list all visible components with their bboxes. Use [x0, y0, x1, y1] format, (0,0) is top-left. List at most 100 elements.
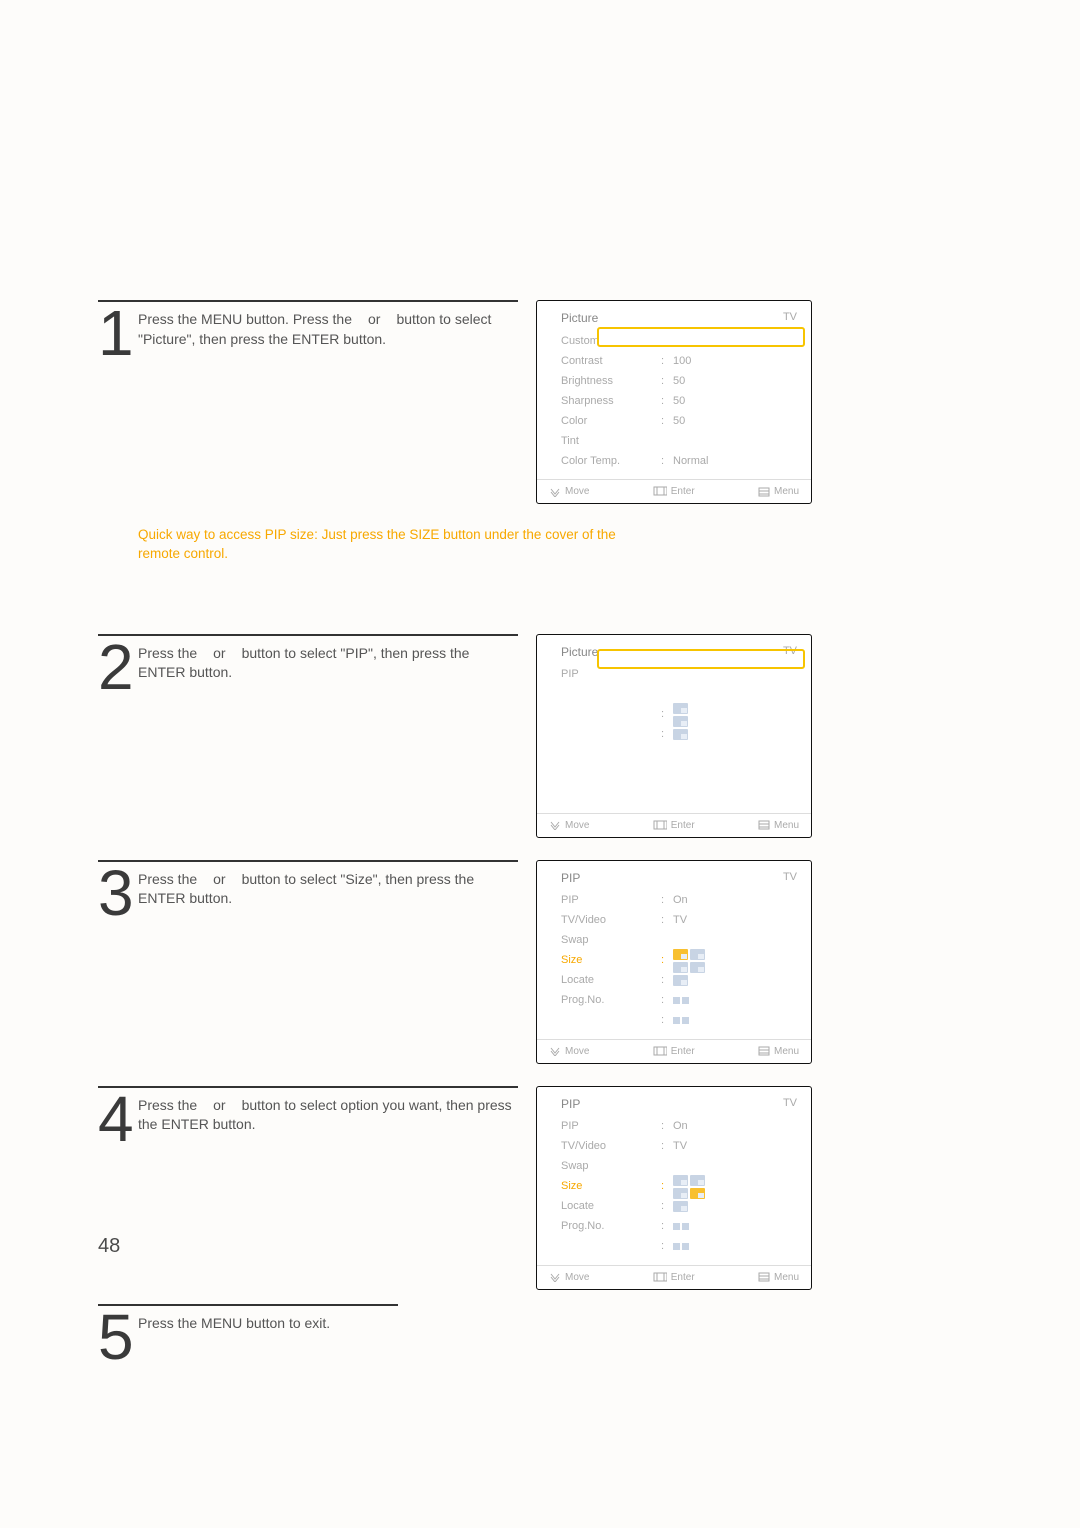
osd-menu-item: TV/Video:TV	[561, 1137, 797, 1157]
osd-menu-item: Prog.No.:	[561, 991, 797, 1011]
highlight-box	[597, 649, 805, 669]
pip-size-icon	[690, 1188, 705, 1199]
highlight-box	[597, 327, 805, 347]
osd-item-label: Prog.No.	[561, 990, 661, 1011]
menu-icon	[758, 1046, 770, 1056]
footer-menu: Menu	[758, 1046, 799, 1057]
osd-item-label: Prog.No.	[561, 1216, 661, 1237]
osd-title-left: PIP	[561, 871, 580, 885]
osd-item-colon: :	[661, 970, 673, 991]
osd-item-label: Brightness	[561, 371, 661, 392]
osd-item-value: Normal	[673, 451, 797, 472]
step-text: Press theorbutton to select "PIP", then …	[138, 642, 518, 693]
osd-menu-item: :	[561, 705, 797, 725]
enter-icon	[653, 820, 667, 831]
osd-menu-list: PIP::	[561, 665, 797, 805]
osd-menu-item: PIP:On	[561, 891, 797, 911]
osd-box: PictureTVCustomContrast:100Brightness:50…	[536, 300, 812, 504]
osd-menu-item: Color:50	[561, 411, 797, 431]
osd-item-label: PIP	[561, 1116, 661, 1137]
osd-item-value: TV	[673, 910, 797, 931]
step-text: Press theorbutton to select "Size", then…	[138, 868, 518, 919]
step-row-3: 3 Press theorbutton to select "Size", th…	[98, 860, 984, 1064]
osd-item-value	[673, 997, 797, 1004]
osd-footer: MoveEnterMenu	[537, 1265, 811, 1289]
rule	[98, 1086, 518, 1088]
osd-title-left: Picture	[561, 311, 598, 325]
footer-enter: Enter	[653, 486, 695, 497]
osd-item-label: Size	[561, 1176, 661, 1197]
rule	[98, 634, 518, 636]
osd-menu-item	[561, 765, 797, 785]
osd-item-label: Color Temp.	[561, 451, 661, 472]
osd-menu-item: Contrast:100	[561, 351, 797, 371]
osd-item-label: TV/Video	[561, 1136, 661, 1157]
step-number: 4	[98, 1094, 128, 1145]
osd-item-colon: :	[661, 1010, 673, 1031]
step-row-4: 4 Press theorbutton to select option you…	[98, 1086, 984, 1290]
step-text: Press the MENU button to exit.	[138, 1312, 330, 1363]
osd-item-value	[673, 1201, 797, 1212]
step-number: 1	[98, 308, 128, 359]
osd-item-colon: :	[661, 371, 673, 392]
osd-item-value	[673, 729, 797, 740]
osd-item-label: Swap	[561, 930, 661, 951]
page-number: 48	[98, 1235, 120, 1258]
osd-title-left: Picture	[561, 645, 598, 659]
pip-size-icon	[673, 1188, 688, 1199]
osd-item-colon: :	[661, 1116, 673, 1137]
pip-size-icon	[690, 949, 705, 960]
pip-icon	[673, 729, 688, 740]
pip-size-icon	[673, 1175, 688, 1186]
footer-enter: Enter	[653, 1046, 695, 1057]
osd-title: Picture TV	[561, 311, 797, 325]
enter-icon	[653, 1046, 667, 1057]
double-square-icon	[673, 997, 689, 1004]
rule	[98, 300, 518, 302]
osd-menu-list: PIP:OnTV/Video:TVSwapSize:Locate:Prog.No…	[561, 1117, 797, 1257]
osd-item-value: 50	[673, 371, 797, 392]
footer-move: Move	[549, 1272, 589, 1283]
osd-menu-item: Sharpness:50	[561, 391, 797, 411]
enter-icon	[653, 1272, 667, 1283]
osd-menu-item: Locate:	[561, 1197, 797, 1217]
osd-item-value: On	[673, 1116, 797, 1137]
osd-menu-item: Color Temp.:Normal	[561, 451, 797, 471]
osd-item-label: Locate	[561, 970, 661, 991]
osd-menu-item: Swap	[561, 1157, 797, 1177]
osd-title: PIP TV	[561, 1097, 797, 1111]
osd-footer: Move Enter Menu	[537, 1039, 811, 1063]
osd-menu-item: Size:	[561, 951, 797, 971]
pip-size-icon	[673, 949, 688, 960]
pip-size-icons	[673, 1175, 707, 1199]
osd-item-label: Sharpness	[561, 391, 661, 412]
osd-item-colon: :	[661, 910, 673, 931]
footer-move: Move	[549, 1046, 589, 1057]
double-square-icon	[673, 1223, 689, 1230]
osd-menu-list: CustomContrast:100Brightness:50Sharpness…	[561, 331, 797, 471]
quick-tip: Quick way to access PIP size: Just press…	[98, 526, 638, 564]
osd-title-right: TV	[783, 1097, 797, 1109]
menu-icon	[758, 1272, 770, 1282]
osd-item-value: On	[673, 890, 797, 911]
chevron-down-icon	[549, 487, 561, 497]
osd-box: PictureTVPIP::MoveEnterMenu	[536, 634, 812, 838]
osd-item-value	[673, 975, 797, 986]
step-number: 5	[98, 1312, 128, 1363]
osd-item-colon: :	[661, 391, 673, 412]
manual-page: 1 Press the MENU button. Press theorbutt…	[0, 0, 1080, 1363]
osd-title: PIP TV	[561, 871, 797, 885]
footer-move: Move	[549, 820, 589, 831]
osd-menu-item: Brightness:50	[561, 371, 797, 391]
osd-title-left: PIP	[561, 1097, 580, 1111]
footer-move: Move	[549, 486, 589, 497]
osd-item-colon: :	[661, 890, 673, 911]
footer-enter: Enter	[653, 820, 695, 831]
osd-title-right: TV	[783, 871, 797, 883]
osd-box: PIPTVPIP:OnTV/Video:TVSwapSize:Locate:Pr…	[536, 1086, 812, 1290]
pip-size-icons	[673, 949, 707, 973]
osd-item-label: TV/Video	[561, 910, 661, 931]
osd-menu-item: Locate:	[561, 971, 797, 991]
osd-title-right: TV	[783, 311, 797, 323]
osd-item-colon: :	[661, 451, 673, 472]
